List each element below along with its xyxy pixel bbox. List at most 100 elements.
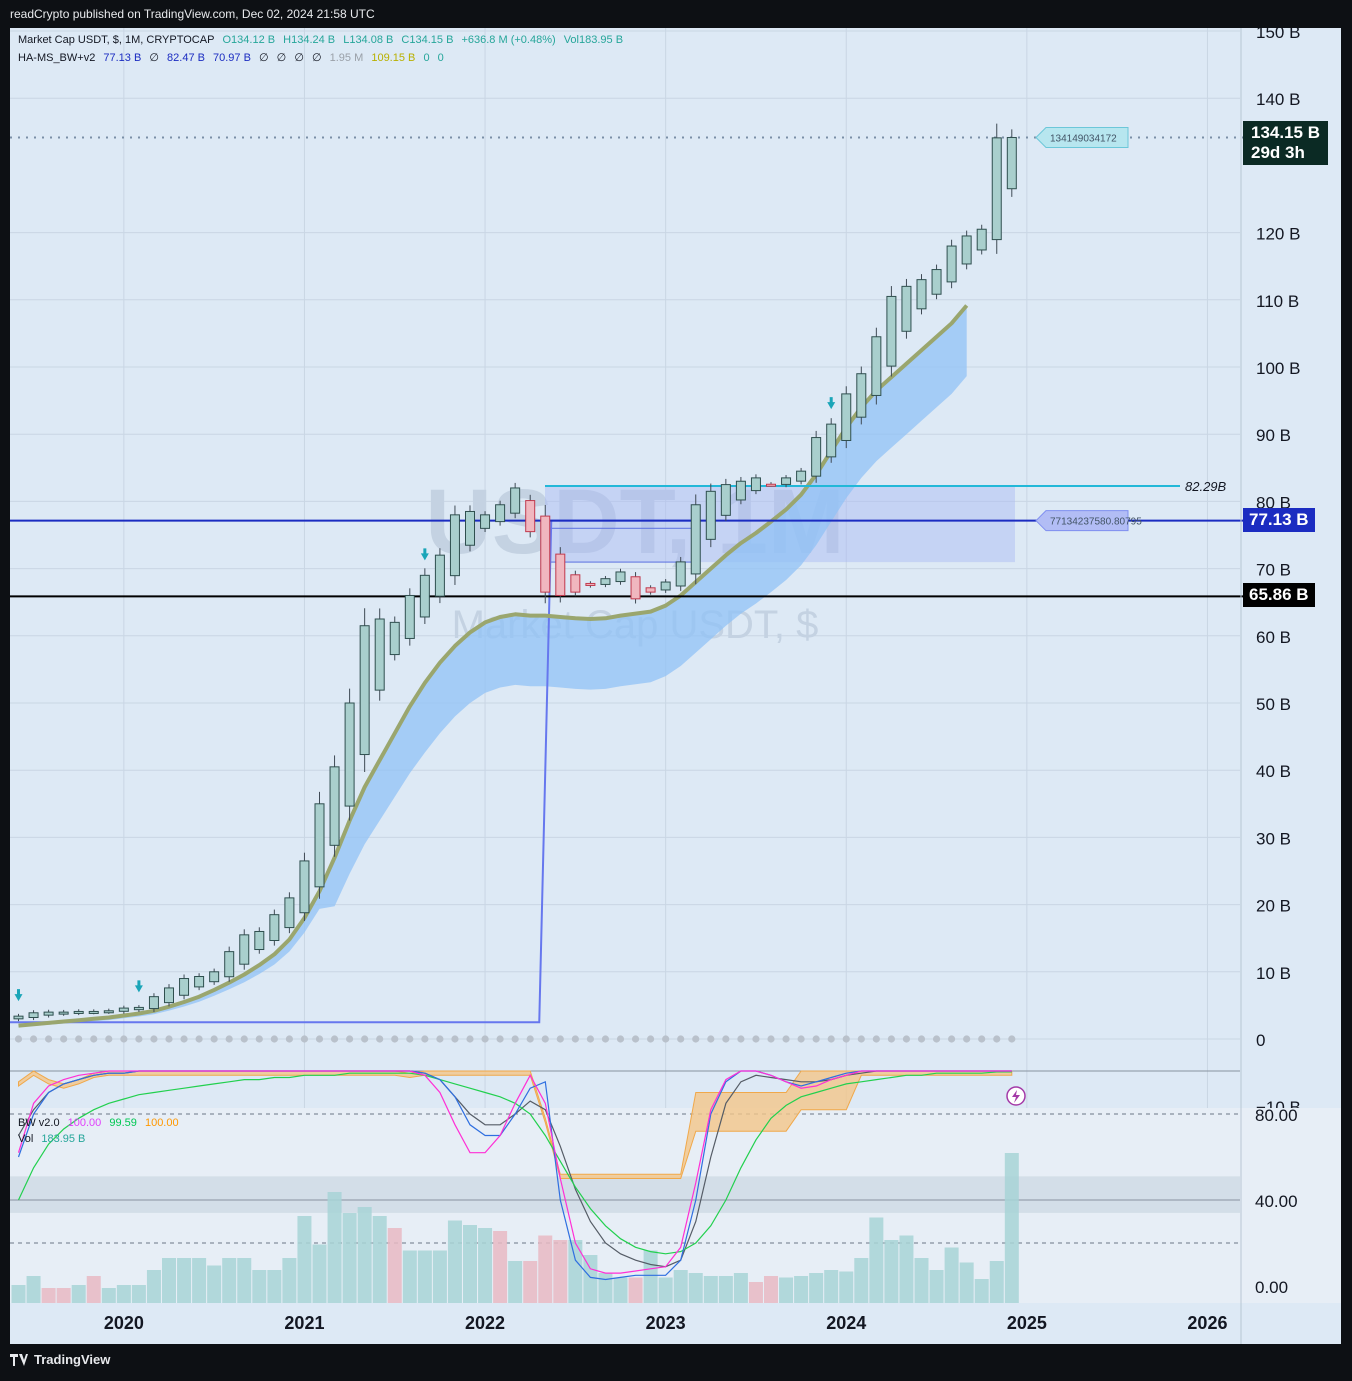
volume-bar (282, 1258, 297, 1303)
legend-close: C134.15 B (401, 34, 454, 46)
signal-dot (60, 1035, 68, 1043)
price-callout-text: 134149034172 (1050, 134, 1117, 145)
sub-y-tick-label: 0.00 (1255, 1278, 1288, 1297)
volume-bar (914, 1258, 929, 1303)
candle-body (886, 295, 897, 367)
ma-cloud (18, 305, 967, 1028)
volume-bar (402, 1250, 417, 1303)
signal-dot (767, 1035, 775, 1043)
tradingview-brand[interactable]: TradingView (10, 1352, 110, 1367)
candle-body (209, 971, 220, 983)
signal-dot (496, 1035, 504, 1043)
candle-body (645, 587, 656, 593)
candle-body (735, 480, 746, 501)
volume-bar (192, 1258, 207, 1303)
candle-body (404, 594, 415, 639)
buy-arrow-icon (134, 980, 143, 993)
volume-bar (357, 1207, 372, 1303)
signal-dot (361, 1035, 369, 1043)
volume-bar (56, 1288, 71, 1303)
volume-bar (869, 1217, 884, 1303)
volume-bar (101, 1288, 116, 1303)
x-tick-label: 2020 (104, 1313, 144, 1333)
volume-bar (673, 1270, 688, 1303)
signal-dot (75, 1035, 83, 1043)
candle-body (344, 702, 355, 807)
volume-bar (26, 1276, 41, 1303)
chart-svg[interactable]: 150 B 140 B 120 B 110 B 100 B 90 B 80 B 70 B 60 … (10, 28, 1341, 1344)
price-callout-shape (1035, 127, 1129, 149)
candle-body (148, 996, 159, 1010)
volume-bar (297, 1216, 312, 1303)
signal-dot (1008, 1035, 1016, 1043)
candle-body (916, 279, 927, 310)
candle-body (254, 930, 265, 951)
vol-value: 183.95 B (41, 1133, 86, 1145)
signal-dot (737, 1035, 745, 1043)
candle-body (826, 423, 837, 458)
volume-bar (177, 1258, 192, 1303)
candle-body (194, 976, 205, 988)
candle-body (118, 1007, 129, 1012)
vol-name: Vol (18, 1133, 34, 1145)
signal-dot (406, 1035, 414, 1043)
candle-body (510, 487, 521, 514)
signal-dot (391, 1035, 399, 1043)
candle-body (88, 1010, 99, 1014)
signal-dot (586, 1035, 595, 1043)
signal-dot (631, 1035, 640, 1043)
signal-dot (963, 1035, 971, 1043)
volume-bar (342, 1213, 357, 1303)
volume-bar (493, 1231, 508, 1303)
indicator-value: ∅ (311, 52, 322, 64)
signal-dot (225, 1035, 233, 1043)
tradingview-logo-icon (10, 1353, 28, 1366)
signal-dot (315, 1035, 324, 1043)
level-callout-text: 77134237580.80795 (1050, 517, 1142, 528)
volume-bar (733, 1273, 748, 1303)
signal-dot (812, 1035, 820, 1043)
candle-body (465, 510, 475, 546)
volume-bar (327, 1192, 342, 1303)
candle-body (931, 269, 942, 295)
signal-dot (842, 1035, 850, 1043)
candle-body (720, 484, 731, 516)
candle-body (284, 897, 295, 929)
candle-body (540, 515, 551, 593)
level-callout-shape (1035, 510, 1129, 532)
volume-bar (417, 1250, 432, 1303)
signal-dot (857, 1035, 865, 1043)
signal-dot (541, 1035, 549, 1043)
signal-dot (872, 1035, 880, 1043)
candle-body (976, 228, 987, 251)
buy-arrow-icon (14, 989, 23, 1002)
vol-legend: Vol 183.95 B (18, 1133, 90, 1145)
signal-dot (346, 1035, 354, 1043)
volume-bar (478, 1228, 493, 1303)
volume-bar (628, 1277, 643, 1303)
volume-bar (839, 1271, 854, 1303)
volume-bar (568, 1240, 583, 1303)
indicator-legend: HA-MS_BW+v2 77.13 B ∅ 82.47 B 70.97 B ∅ … (18, 51, 449, 64)
legend-symbol: Market Cap USDT, $, 1M, CRYPTOCAP (18, 34, 215, 46)
candle-body (570, 574, 581, 593)
signal-dot (511, 1035, 519, 1043)
volume-bar (779, 1277, 794, 1303)
indicator-value: 0 (423, 52, 430, 64)
moving-average-line (18, 304, 969, 1028)
volume-bar (447, 1220, 462, 1303)
signal-dot (105, 1035, 113, 1043)
candle-body (585, 582, 596, 586)
buy-arrow-icon (420, 548, 429, 561)
volume-bar (312, 1244, 327, 1303)
candle-body (901, 285, 912, 332)
volume-bar (538, 1235, 553, 1303)
candle-body (675, 561, 686, 587)
volume-bar (116, 1285, 131, 1303)
signal-dot (647, 1035, 655, 1043)
signal-dot (29, 1035, 38, 1043)
candle-body (269, 914, 280, 941)
last-price-value: 134.15 B (1251, 123, 1320, 142)
signal-dot (270, 1035, 278, 1043)
legend-low: L134.08 B (343, 34, 394, 46)
